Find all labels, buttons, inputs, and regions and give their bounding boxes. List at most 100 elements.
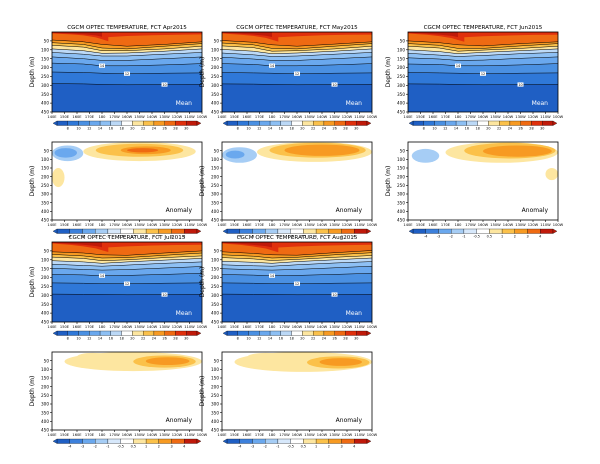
anomaly-xtick-label: 160E bbox=[242, 223, 252, 227]
mean-colorbar-arrow-left bbox=[222, 120, 228, 126]
anomaly-ytick-label: 100 bbox=[41, 367, 49, 372]
mean-colorbar-swatch bbox=[248, 330, 260, 336]
anomaly-colorbar-swatch bbox=[95, 438, 109, 444]
anomaly-colorbar-arrow-left bbox=[222, 438, 228, 444]
mean-ytick-label: 300 bbox=[211, 83, 219, 88]
mean-xtick-label: 120W bbox=[172, 115, 183, 119]
mean-xtick-label: 170W bbox=[279, 325, 290, 329]
anomaly-xtick-label: 170E bbox=[255, 223, 265, 227]
mean-xtick-label: 160E bbox=[242, 115, 252, 119]
mean-colorbar-swatch bbox=[110, 330, 122, 336]
mean-xtick-label: 140E bbox=[403, 115, 413, 119]
mean-contour bbox=[221, 257, 373, 264]
anomaly-xtick-label: 140E bbox=[403, 223, 413, 227]
anomaly-colorbar-label: 4 bbox=[353, 235, 355, 239]
anomaly-colorbar-label: 0.5 bbox=[301, 445, 306, 449]
mean-xtick-label: 140E bbox=[217, 325, 227, 329]
mean-contour-label-bg bbox=[269, 273, 275, 278]
anomaly-xtick-label: 170W bbox=[465, 223, 476, 227]
mean-contour bbox=[407, 45, 559, 52]
mean-colorbar-arrow-right bbox=[196, 330, 202, 336]
anomaly-ytick-label: 400 bbox=[211, 209, 219, 214]
mean-colorbar-swatch bbox=[78, 120, 90, 126]
anomaly-colorbar-swatch bbox=[239, 438, 253, 444]
mean-colorbar-label: 12 bbox=[443, 127, 447, 131]
mean-ytick-label: 400 bbox=[41, 101, 49, 106]
mean-panel: CGCM OPTEC TEMPERATURE, FCT Jul201514121… bbox=[29, 235, 208, 341]
mean-colorbar-label: 14 bbox=[268, 337, 272, 341]
anomaly-frame bbox=[407, 141, 559, 221]
anomaly-colorbar-label: -0.5 bbox=[287, 445, 294, 449]
anomaly-ytick-label: 50 bbox=[44, 148, 50, 153]
mean-xtick-label: 140W bbox=[503, 115, 514, 119]
mean-xtick-label: 170W bbox=[109, 115, 120, 119]
anomaly-panel-tag: Anomaly bbox=[336, 417, 363, 424]
mean-colorbar-label: 28 bbox=[173, 127, 177, 131]
anomaly-colorbar-label: -3 bbox=[251, 235, 254, 239]
mean-ytick-label: 450 bbox=[211, 320, 219, 325]
mean-xtick-label: 120W bbox=[528, 115, 539, 119]
anomaly-colorbar-swatch bbox=[463, 228, 477, 234]
mean-colorbar-label: 26 bbox=[333, 337, 337, 341]
anomaly-colorbar-label: 2 bbox=[328, 445, 330, 449]
mean-ylabel: Depth (m) bbox=[29, 267, 36, 298]
mean-colorbar-label: 30 bbox=[540, 127, 544, 131]
anomaly-colorbar-label: 2 bbox=[158, 235, 160, 239]
anomaly-colorbar-label: 3 bbox=[526, 235, 528, 239]
mean-contour-label: 12 bbox=[125, 72, 129, 76]
mean-panel-tag: Mean bbox=[346, 310, 363, 317]
mean-colorbar-label: 10 bbox=[246, 127, 250, 131]
anomaly-xtick-label: 170E bbox=[85, 223, 95, 227]
anomaly-xtick-label: 160W bbox=[478, 223, 489, 227]
anomaly-blob bbox=[54, 148, 77, 158]
anomaly-ytick-label: 50 bbox=[214, 148, 220, 153]
anomaly-colorbar-label: 4 bbox=[183, 235, 185, 239]
mean-frame bbox=[221, 31, 373, 113]
mean-contour bbox=[51, 62, 203, 67]
mean-ytick-label: 50 bbox=[214, 248, 220, 253]
anomaly-blob bbox=[411, 148, 440, 163]
anomaly-xtick-label: 110W bbox=[540, 223, 551, 227]
anomaly-colorbar-label: 4 bbox=[539, 235, 541, 239]
anomaly-colorbar-swatch bbox=[82, 228, 96, 234]
mean-contour bbox=[407, 52, 559, 57]
mean-panel-title: CGCM OPTEC TEMPERATURE, FCT Jun2015 bbox=[424, 25, 543, 31]
mean-contour bbox=[51, 282, 203, 285]
mean-contour bbox=[221, 250, 373, 256]
mean-colorbar-label: 10 bbox=[76, 337, 80, 341]
anomaly-xtick-label: 150W bbox=[134, 223, 145, 227]
anomaly-colorbar-swatch bbox=[226, 438, 240, 444]
anomaly-xtick-label: 130W bbox=[159, 433, 170, 437]
anomaly-ytick-label: 350 bbox=[41, 200, 49, 205]
mean-colorbar-label: 8 bbox=[67, 337, 69, 341]
anomaly-xtick-label: 150E bbox=[230, 433, 240, 437]
anomaly-colorbar-swatch bbox=[341, 438, 355, 444]
mean-colorbar-swatch bbox=[153, 120, 165, 126]
mean-ytick-label: 100 bbox=[41, 257, 49, 262]
mean-colorbar-label: 12 bbox=[257, 127, 261, 131]
mean-ytick-label: 100 bbox=[397, 47, 405, 52]
anomaly-colorbar-label: -1 bbox=[462, 235, 465, 239]
mean-colorbar-swatch bbox=[269, 120, 281, 126]
anomaly-colorbar-swatch bbox=[107, 228, 121, 234]
mean-colorbar-label: 14 bbox=[98, 337, 102, 341]
anomaly-ytick-label: 400 bbox=[41, 419, 49, 424]
mean-colorbar-swatch bbox=[110, 120, 122, 126]
mean-contour-label-bg bbox=[269, 63, 275, 68]
mean-colorbar-swatch bbox=[99, 330, 111, 336]
mean-contour bbox=[221, 252, 373, 259]
mean-colorbar-label: 22 bbox=[311, 337, 315, 341]
mean-contour bbox=[221, 261, 373, 267]
mean-colorbar-swatch bbox=[334, 120, 346, 126]
anomaly-ytick-label: 300 bbox=[41, 402, 49, 407]
mean-contour bbox=[221, 40, 373, 47]
anomaly-ytick-label: 200 bbox=[41, 384, 49, 389]
anomaly-colorbar-label: 1 bbox=[315, 235, 317, 239]
anomaly-colorbar-swatch bbox=[328, 438, 342, 444]
mean-xtick-label: 170E bbox=[85, 325, 95, 329]
mean-colorbar-swatch bbox=[477, 120, 489, 126]
mean-contour bbox=[51, 252, 203, 259]
mean-xtick-label: 150W bbox=[134, 115, 145, 119]
anomaly-xtick-label: 150E bbox=[416, 223, 426, 227]
anomaly-colorbar-swatch bbox=[303, 438, 317, 444]
